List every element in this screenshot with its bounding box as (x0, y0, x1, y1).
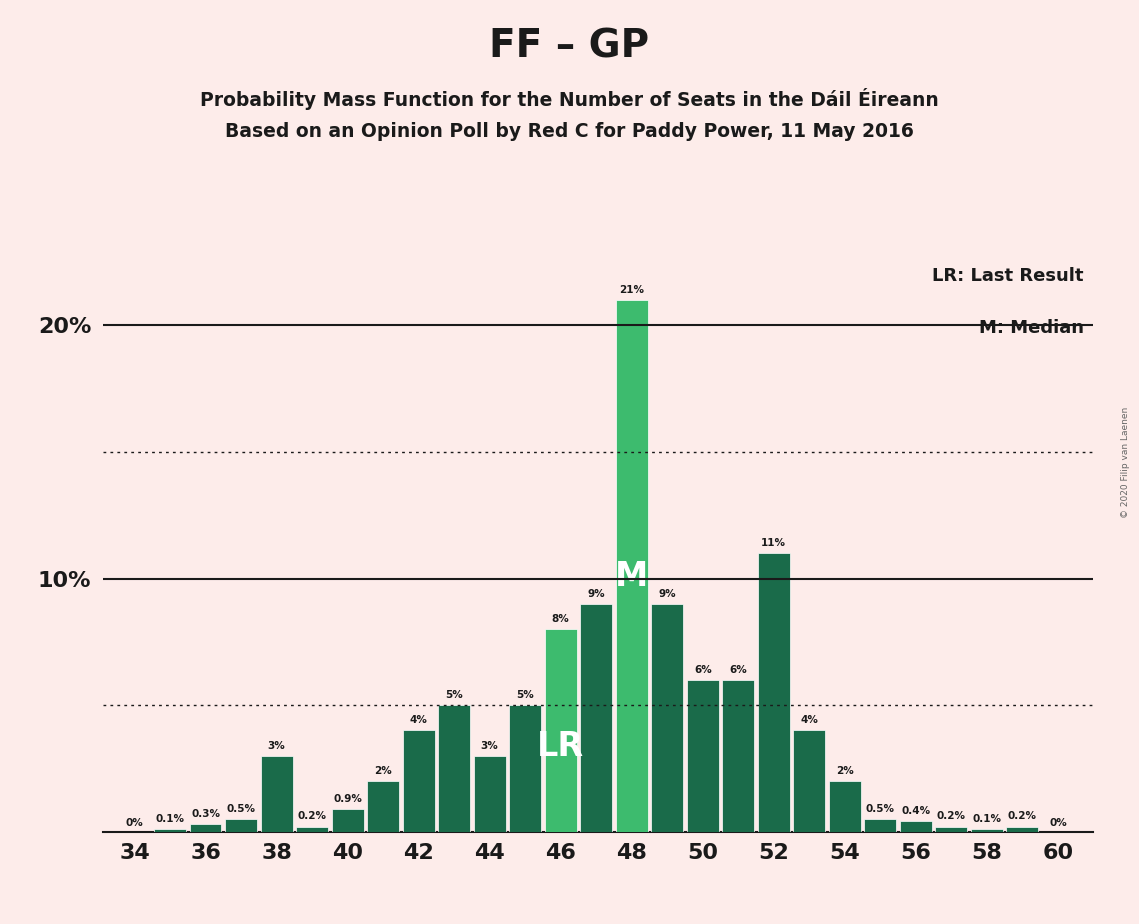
Text: 6%: 6% (729, 664, 747, 675)
Text: 0%: 0% (125, 818, 144, 828)
Text: 6%: 6% (694, 664, 712, 675)
Text: 2%: 2% (375, 766, 392, 776)
Bar (794, 730, 826, 832)
Bar (652, 603, 683, 832)
Text: © 2020 Filip van Laenen: © 2020 Filip van Laenen (1121, 407, 1130, 517)
Text: 0.4%: 0.4% (901, 807, 931, 817)
Text: 11%: 11% (761, 538, 786, 548)
Bar (616, 300, 648, 832)
Bar (687, 680, 719, 832)
Bar (757, 553, 789, 832)
Bar (439, 705, 470, 832)
Bar (900, 821, 932, 832)
Text: 21%: 21% (620, 285, 645, 295)
Bar (865, 819, 896, 832)
Text: 0.3%: 0.3% (191, 808, 220, 819)
Text: Based on an Opinion Poll by Red C for Paddy Power, 11 May 2016: Based on an Opinion Poll by Red C for Pa… (226, 122, 913, 141)
Bar (367, 781, 399, 832)
Text: 0.9%: 0.9% (333, 794, 362, 804)
Text: 9%: 9% (588, 589, 605, 599)
Text: M: Median: M: Median (978, 320, 1083, 337)
Text: 0.5%: 0.5% (227, 804, 255, 814)
Text: 5%: 5% (445, 690, 464, 700)
Bar (154, 829, 186, 832)
Bar (189, 824, 221, 832)
Text: FF – GP: FF – GP (490, 28, 649, 66)
Text: M: M (615, 560, 648, 593)
Bar (509, 705, 541, 832)
Text: 0.1%: 0.1% (973, 814, 1001, 824)
Text: Probability Mass Function for the Number of Seats in the Dáil Éireann: Probability Mass Function for the Number… (200, 88, 939, 110)
Text: 0.5%: 0.5% (866, 804, 895, 814)
Text: 0.2%: 0.2% (937, 811, 966, 821)
Text: 4%: 4% (410, 715, 427, 725)
Bar (474, 756, 506, 832)
Bar (261, 756, 293, 832)
Bar (544, 629, 576, 832)
Text: LR: Last Result: LR: Last Result (932, 267, 1083, 285)
Bar (1007, 827, 1039, 832)
Text: LR: LR (538, 730, 584, 763)
Text: 0.2%: 0.2% (297, 811, 327, 821)
Bar (829, 781, 861, 832)
Bar (935, 827, 967, 832)
Text: 8%: 8% (551, 614, 570, 624)
Bar (722, 680, 754, 832)
Text: 3%: 3% (481, 741, 499, 750)
Bar (402, 730, 435, 832)
Text: 4%: 4% (801, 715, 818, 725)
Bar (970, 829, 1002, 832)
Bar (580, 603, 612, 832)
Text: 2%: 2% (836, 766, 854, 776)
Text: 3%: 3% (268, 741, 286, 750)
Text: 0.2%: 0.2% (1008, 811, 1036, 821)
Text: 0.1%: 0.1% (156, 814, 185, 824)
Bar (331, 808, 363, 832)
Text: 5%: 5% (516, 690, 534, 700)
Text: 0%: 0% (1049, 818, 1067, 828)
Text: 9%: 9% (658, 589, 677, 599)
Bar (296, 827, 328, 832)
Bar (226, 819, 257, 832)
